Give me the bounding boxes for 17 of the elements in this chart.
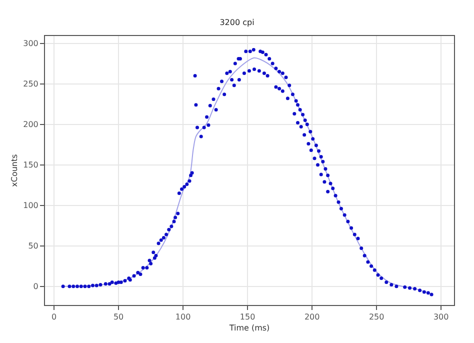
x-tick-label: 150 [240, 312, 256, 322]
x-tick-label: 50 [113, 312, 124, 322]
y-axis-title: xCounts [10, 154, 19, 187]
x-axis-title: Time (ms) [228, 324, 270, 333]
chart-subtitle: 3200 cpi [220, 18, 254, 27]
x-tick-label: 0 [51, 312, 57, 322]
y-tick-label: 300 [23, 39, 38, 48]
y-tick-label: 250 [23, 80, 38, 89]
x-tick-label: 200 [304, 312, 320, 322]
y-tick-label: 100 [23, 201, 38, 210]
y-tick-label: 200 [23, 120, 38, 130]
y-tick-label: 0 [33, 282, 38, 292]
y-tick-label: 50 [28, 242, 38, 251]
x-tick-label: 100 [175, 312, 191, 322]
x-tick-label: 250 [368, 312, 384, 322]
x-tick-label: 300 [433, 312, 449, 322]
y-tick-label: 150 [23, 160, 38, 170]
